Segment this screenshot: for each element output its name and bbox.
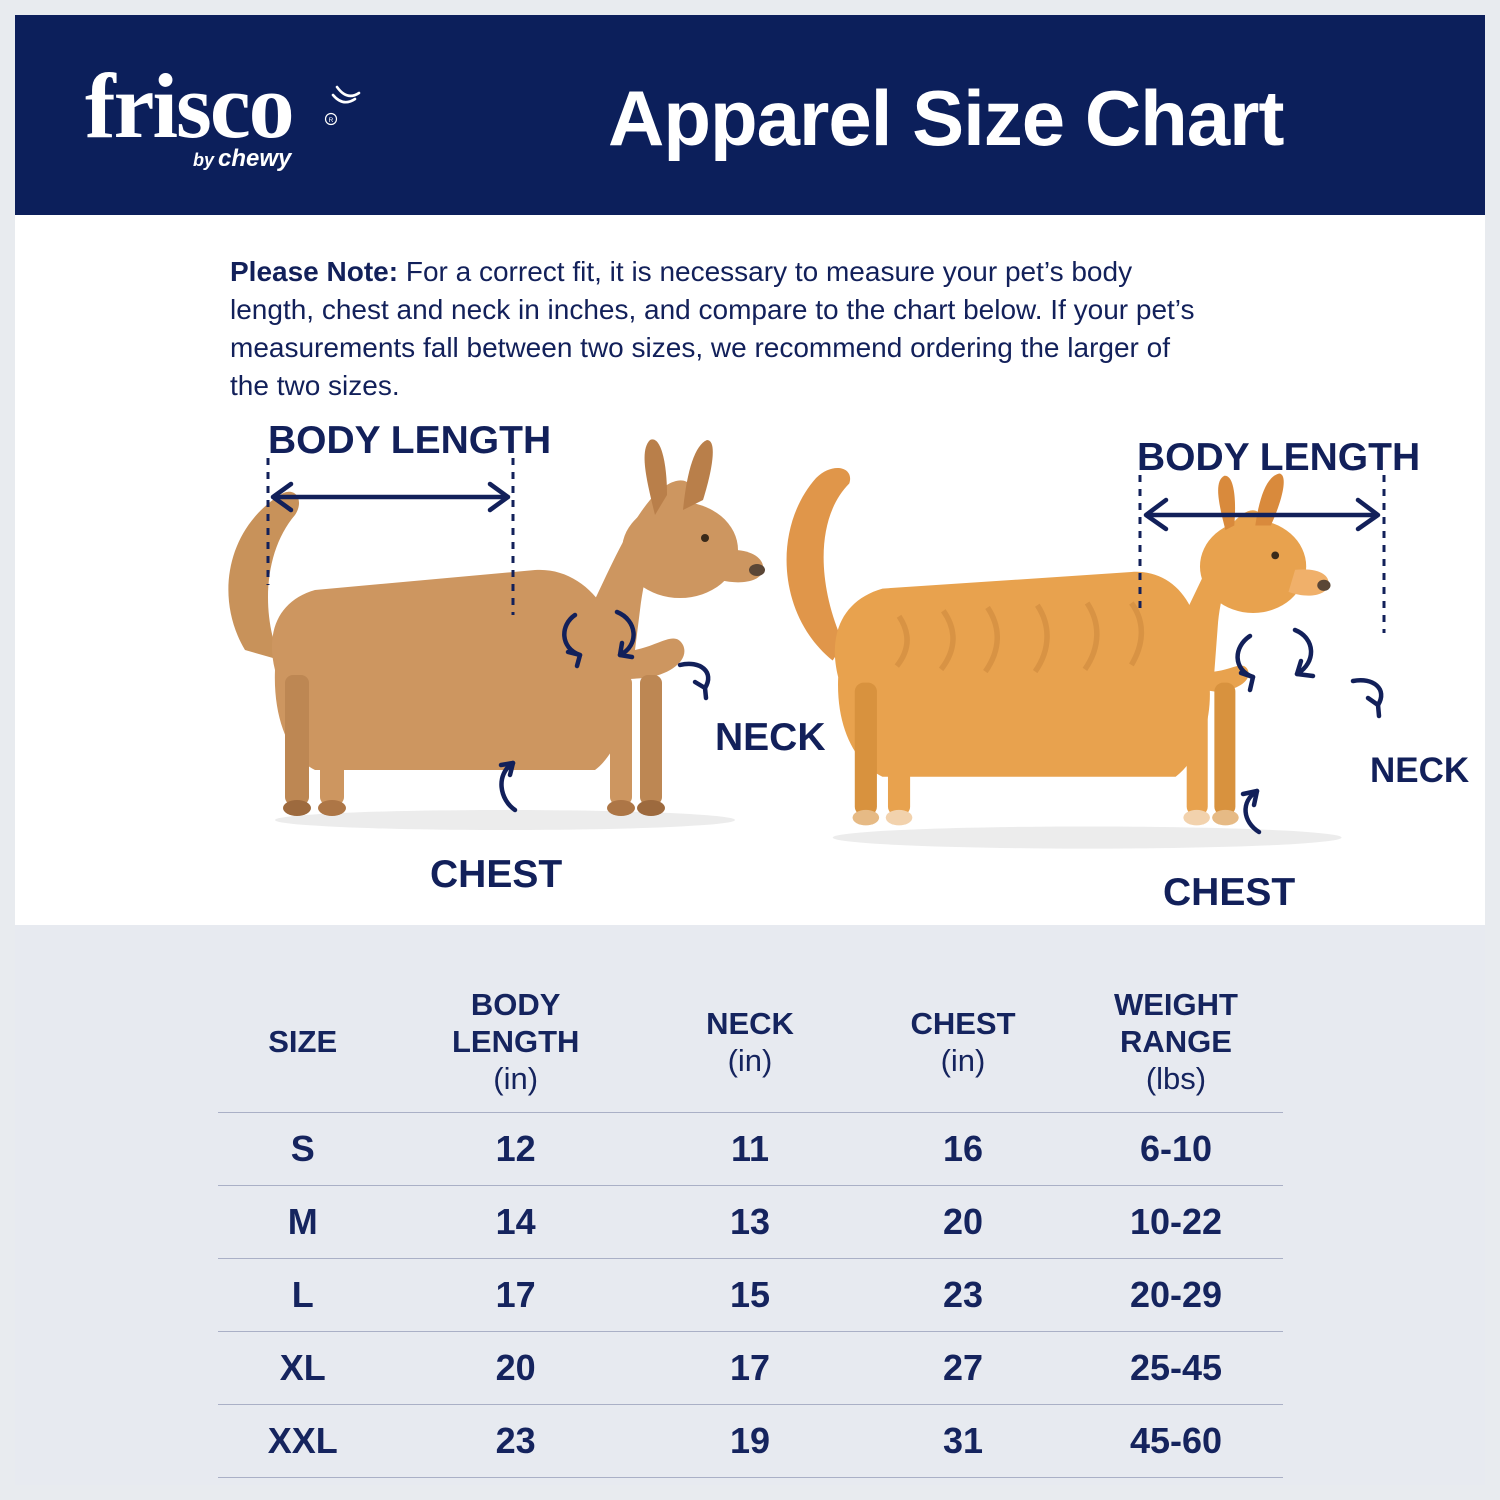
- svg-text:NECK: NECK: [1370, 751, 1469, 790]
- svg-text:BODY LENGTH: BODY LENGTH: [1137, 436, 1420, 479]
- svg-text:R: R: [329, 117, 334, 124]
- svg-text:CHEST: CHEST: [1163, 871, 1295, 914]
